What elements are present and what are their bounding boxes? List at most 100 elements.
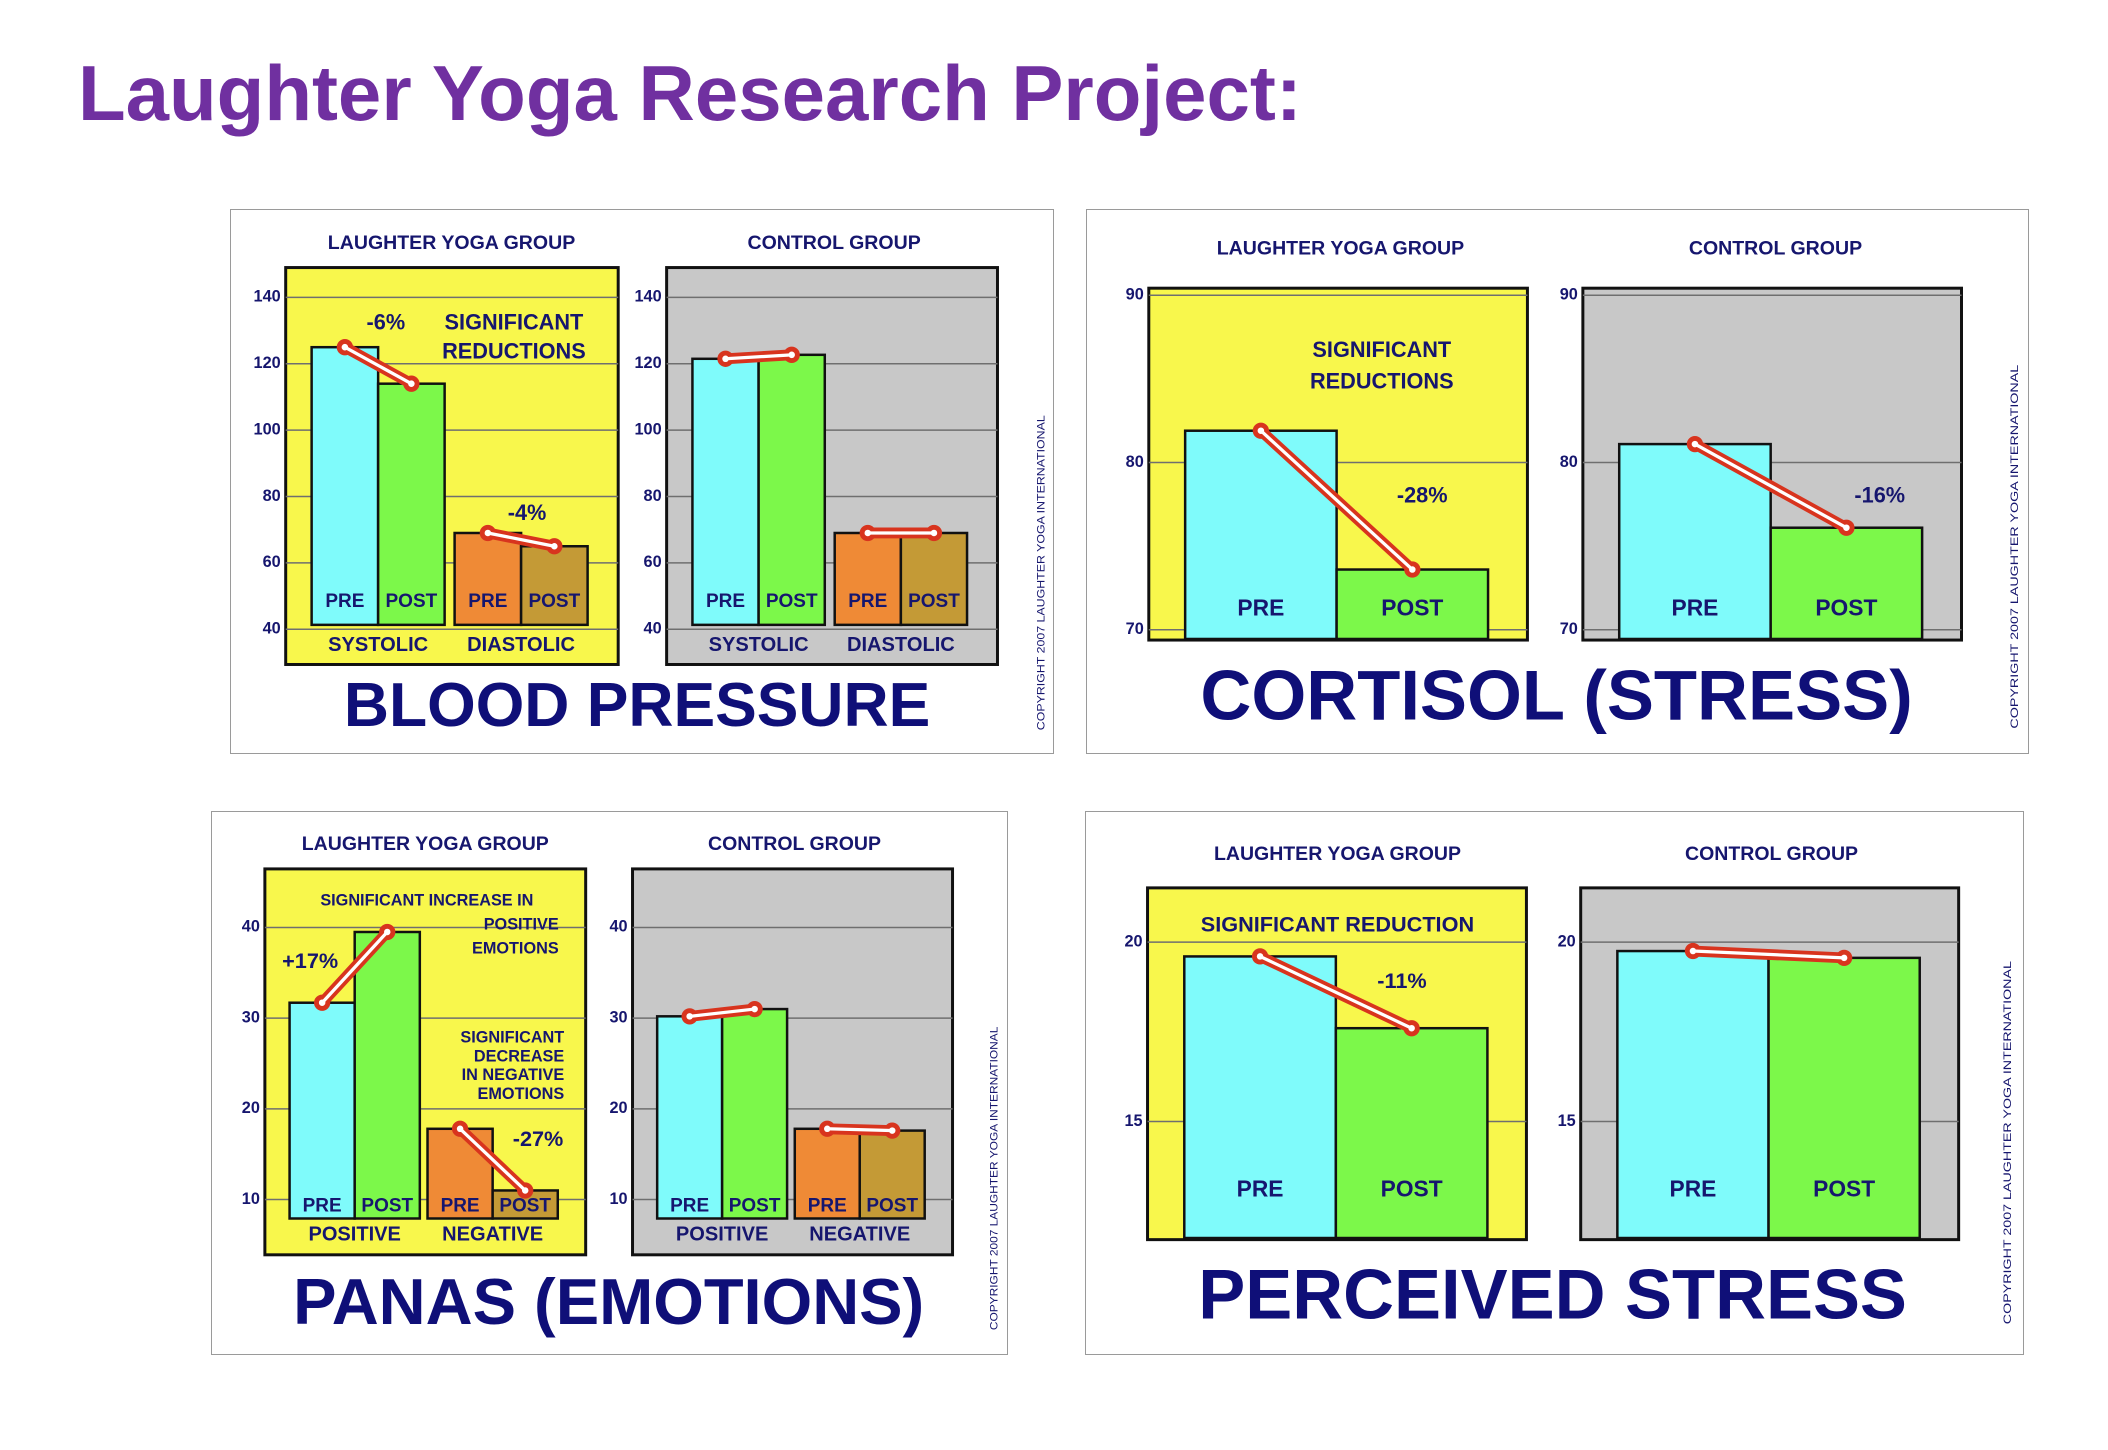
- connector-dot-center: [930, 529, 938, 537]
- y-tick-label: 40: [242, 918, 260, 936]
- y-tick-label: 10: [609, 1190, 627, 1208]
- blood-pressure-svg: LAUGHTER YOGA GROUP 40 60 80 100 120 140 PRE POS…: [254, 232, 1048, 740]
- connector-highlight: [688, 1007, 757, 1018]
- y-tick-label: 20: [1124, 932, 1142, 950]
- y-tick-label: 70: [1560, 620, 1578, 638]
- bar-label-post: POST: [1381, 595, 1443, 621]
- bar-label-pre: PRE: [468, 591, 507, 612]
- connector-dot-center: [521, 1187, 529, 1194]
- annotation-text: SIGNIFICANT: [445, 310, 584, 335]
- bar-label-pre: PRE: [808, 1196, 847, 1217]
- connector-dot-center: [1843, 524, 1850, 531]
- bar-label-post: POST: [528, 591, 580, 612]
- y-tick-label: 30: [609, 1008, 627, 1026]
- percent-change-label: -16%: [1854, 482, 1905, 507]
- y-tick-label: 60: [644, 553, 662, 571]
- y-tick-label: 120: [634, 354, 661, 372]
- bar-post: [1334, 1026, 1489, 1240]
- y-tick-label: 40: [263, 619, 281, 637]
- category-label: NEGATIVE: [442, 1224, 543, 1246]
- annotation-text: EMOTIONS: [472, 939, 559, 957]
- copyright-text: COPYRIGHT 2007 LAUGHTER YOGA INTERNATION…: [988, 1027, 1000, 1331]
- annotation-text: DECREASE: [474, 1047, 564, 1065]
- panas-chart: LAUGHTER YOGA GROUP 10 20 30 40 PRE POST POSITI…: [211, 811, 1008, 1355]
- chart-title: CORTISOL (STRESS): [1200, 656, 1912, 735]
- category-label: SYSTOLIC: [328, 634, 428, 656]
- category-label: DIASTOLIC: [847, 634, 955, 656]
- connector-highlight: [825, 1127, 894, 1133]
- chart-title: BLOOD PRESSURE: [344, 670, 930, 740]
- connector-dot-center: [1257, 427, 1265, 434]
- connector-highlight: [1691, 949, 1846, 960]
- y-tick-label: 100: [634, 420, 661, 438]
- change-connector: [717, 346, 800, 367]
- chart-title: PERCEIVED STRESS: [1198, 1254, 1907, 1333]
- connector-highlight: [1258, 954, 1414, 1030]
- bar-post: [1767, 956, 1921, 1240]
- category-systolic: PRE POST SYSTOLIC: [691, 346, 827, 656]
- category-diastolic: PRE POST DIASTOLIC -4%: [453, 500, 589, 656]
- category-label: NEGATIVE: [809, 1224, 910, 1246]
- connector-dot-center: [888, 1127, 896, 1134]
- copyright-text: COPYRIGHT 2007 LAUGHTER YOGA INTERNATION…: [2009, 365, 2021, 729]
- bar-label-pre: PRE: [1670, 1175, 1717, 1201]
- connector-dot-center: [551, 542, 558, 550]
- connector-dot-center: [1691, 440, 1699, 448]
- connector-dot-center: [341, 343, 349, 351]
- bar-label-post: POST: [866, 1196, 918, 1217]
- bar-pre: [655, 1015, 724, 1220]
- annotation-text: SIGNIFICANT INCREASE IN: [320, 892, 533, 910]
- bar-pre: [691, 357, 760, 627]
- bar-pre: [1616, 949, 1770, 1240]
- bar-label-post: POST: [1381, 1175, 1443, 1201]
- bar-label-post: POST: [386, 591, 438, 612]
- cortisol-chart: LAUGHTER YOGA GROUP 70 80 90 PRE POST -28% SIGN…: [1086, 209, 2029, 754]
- bar-label-pre: PRE: [1237, 595, 1284, 621]
- annotation-text: EMOTIONS: [478, 1085, 565, 1103]
- change-connector: [819, 1120, 901, 1139]
- category-main: PRE POST -16%: [1617, 435, 1924, 641]
- bar-post: [899, 531, 969, 627]
- chart-title: PANAS (EMOTIONS): [293, 1265, 924, 1338]
- bar-post: [353, 930, 422, 1220]
- percent-change-label: -27%: [513, 1126, 564, 1151]
- connector-dot-center: [1256, 953, 1264, 960]
- change-connector: [681, 1000, 763, 1025]
- group-title: CONTROL GROUP: [1689, 237, 1862, 259]
- connector-dot-center: [788, 351, 795, 359]
- connector-dot-center: [1689, 947, 1697, 955]
- bar-label-post: POST: [729, 1196, 781, 1217]
- group-title: LAUGHTER YOGA GROUP: [302, 833, 549, 855]
- laughter-yoga-group: LAUGHTER YOGA GROUP 70 80 90 PRE POST -28% SIGN…: [1126, 237, 1529, 642]
- control-group: CONTROL GROUP 40 60 80 100 120 140 PRE POST SYSTO…: [634, 232, 999, 666]
- bar-pre: [793, 1127, 861, 1220]
- y-tick-label: 20: [1558, 932, 1576, 950]
- percent-change-label: +17%: [282, 948, 338, 973]
- y-tick-label: 10: [242, 1190, 260, 1208]
- annotation-text: SIGNIFICANT REDUCTION: [1201, 912, 1474, 937]
- connector-highlight: [458, 1127, 527, 1193]
- group-title: LAUGHTER YOGA GROUP: [1214, 843, 1461, 865]
- y-tick-label: 140: [254, 288, 281, 306]
- category-label: POSITIVE: [676, 1224, 768, 1246]
- bar-pre: [1183, 429, 1338, 641]
- category-diastolic: PRE POST DIASTOLIC: [833, 524, 969, 656]
- bar-label-pre: PRE: [848, 591, 887, 612]
- group-title: CONTROL GROUP: [708, 833, 881, 855]
- connector-highlight: [343, 345, 414, 386]
- bar-pre: [288, 1001, 356, 1220]
- percent-change-label: -11%: [1377, 968, 1426, 993]
- annotation-text: REDUCTIONS: [442, 339, 586, 364]
- change-connector: [859, 524, 943, 542]
- bar-post: [720, 1007, 789, 1220]
- annotation-text: SIGNIFICANT: [1312, 337, 1451, 362]
- change-connector: [1686, 435, 1855, 536]
- group-title: CONTROL GROUP: [1685, 843, 1858, 865]
- bar-label-pre: PRE: [1672, 595, 1719, 621]
- y-tick-label: 80: [1560, 453, 1578, 471]
- connector-dot-center: [408, 380, 415, 387]
- laughter-yoga-group: LAUGHTER YOGA GROUP 40 60 80 100 120 140 PRE POS…: [254, 232, 620, 666]
- bar-post: [757, 353, 827, 627]
- group-title: LAUGHTER YOGA GROUP: [328, 232, 575, 254]
- change-connector: [1684, 942, 1853, 966]
